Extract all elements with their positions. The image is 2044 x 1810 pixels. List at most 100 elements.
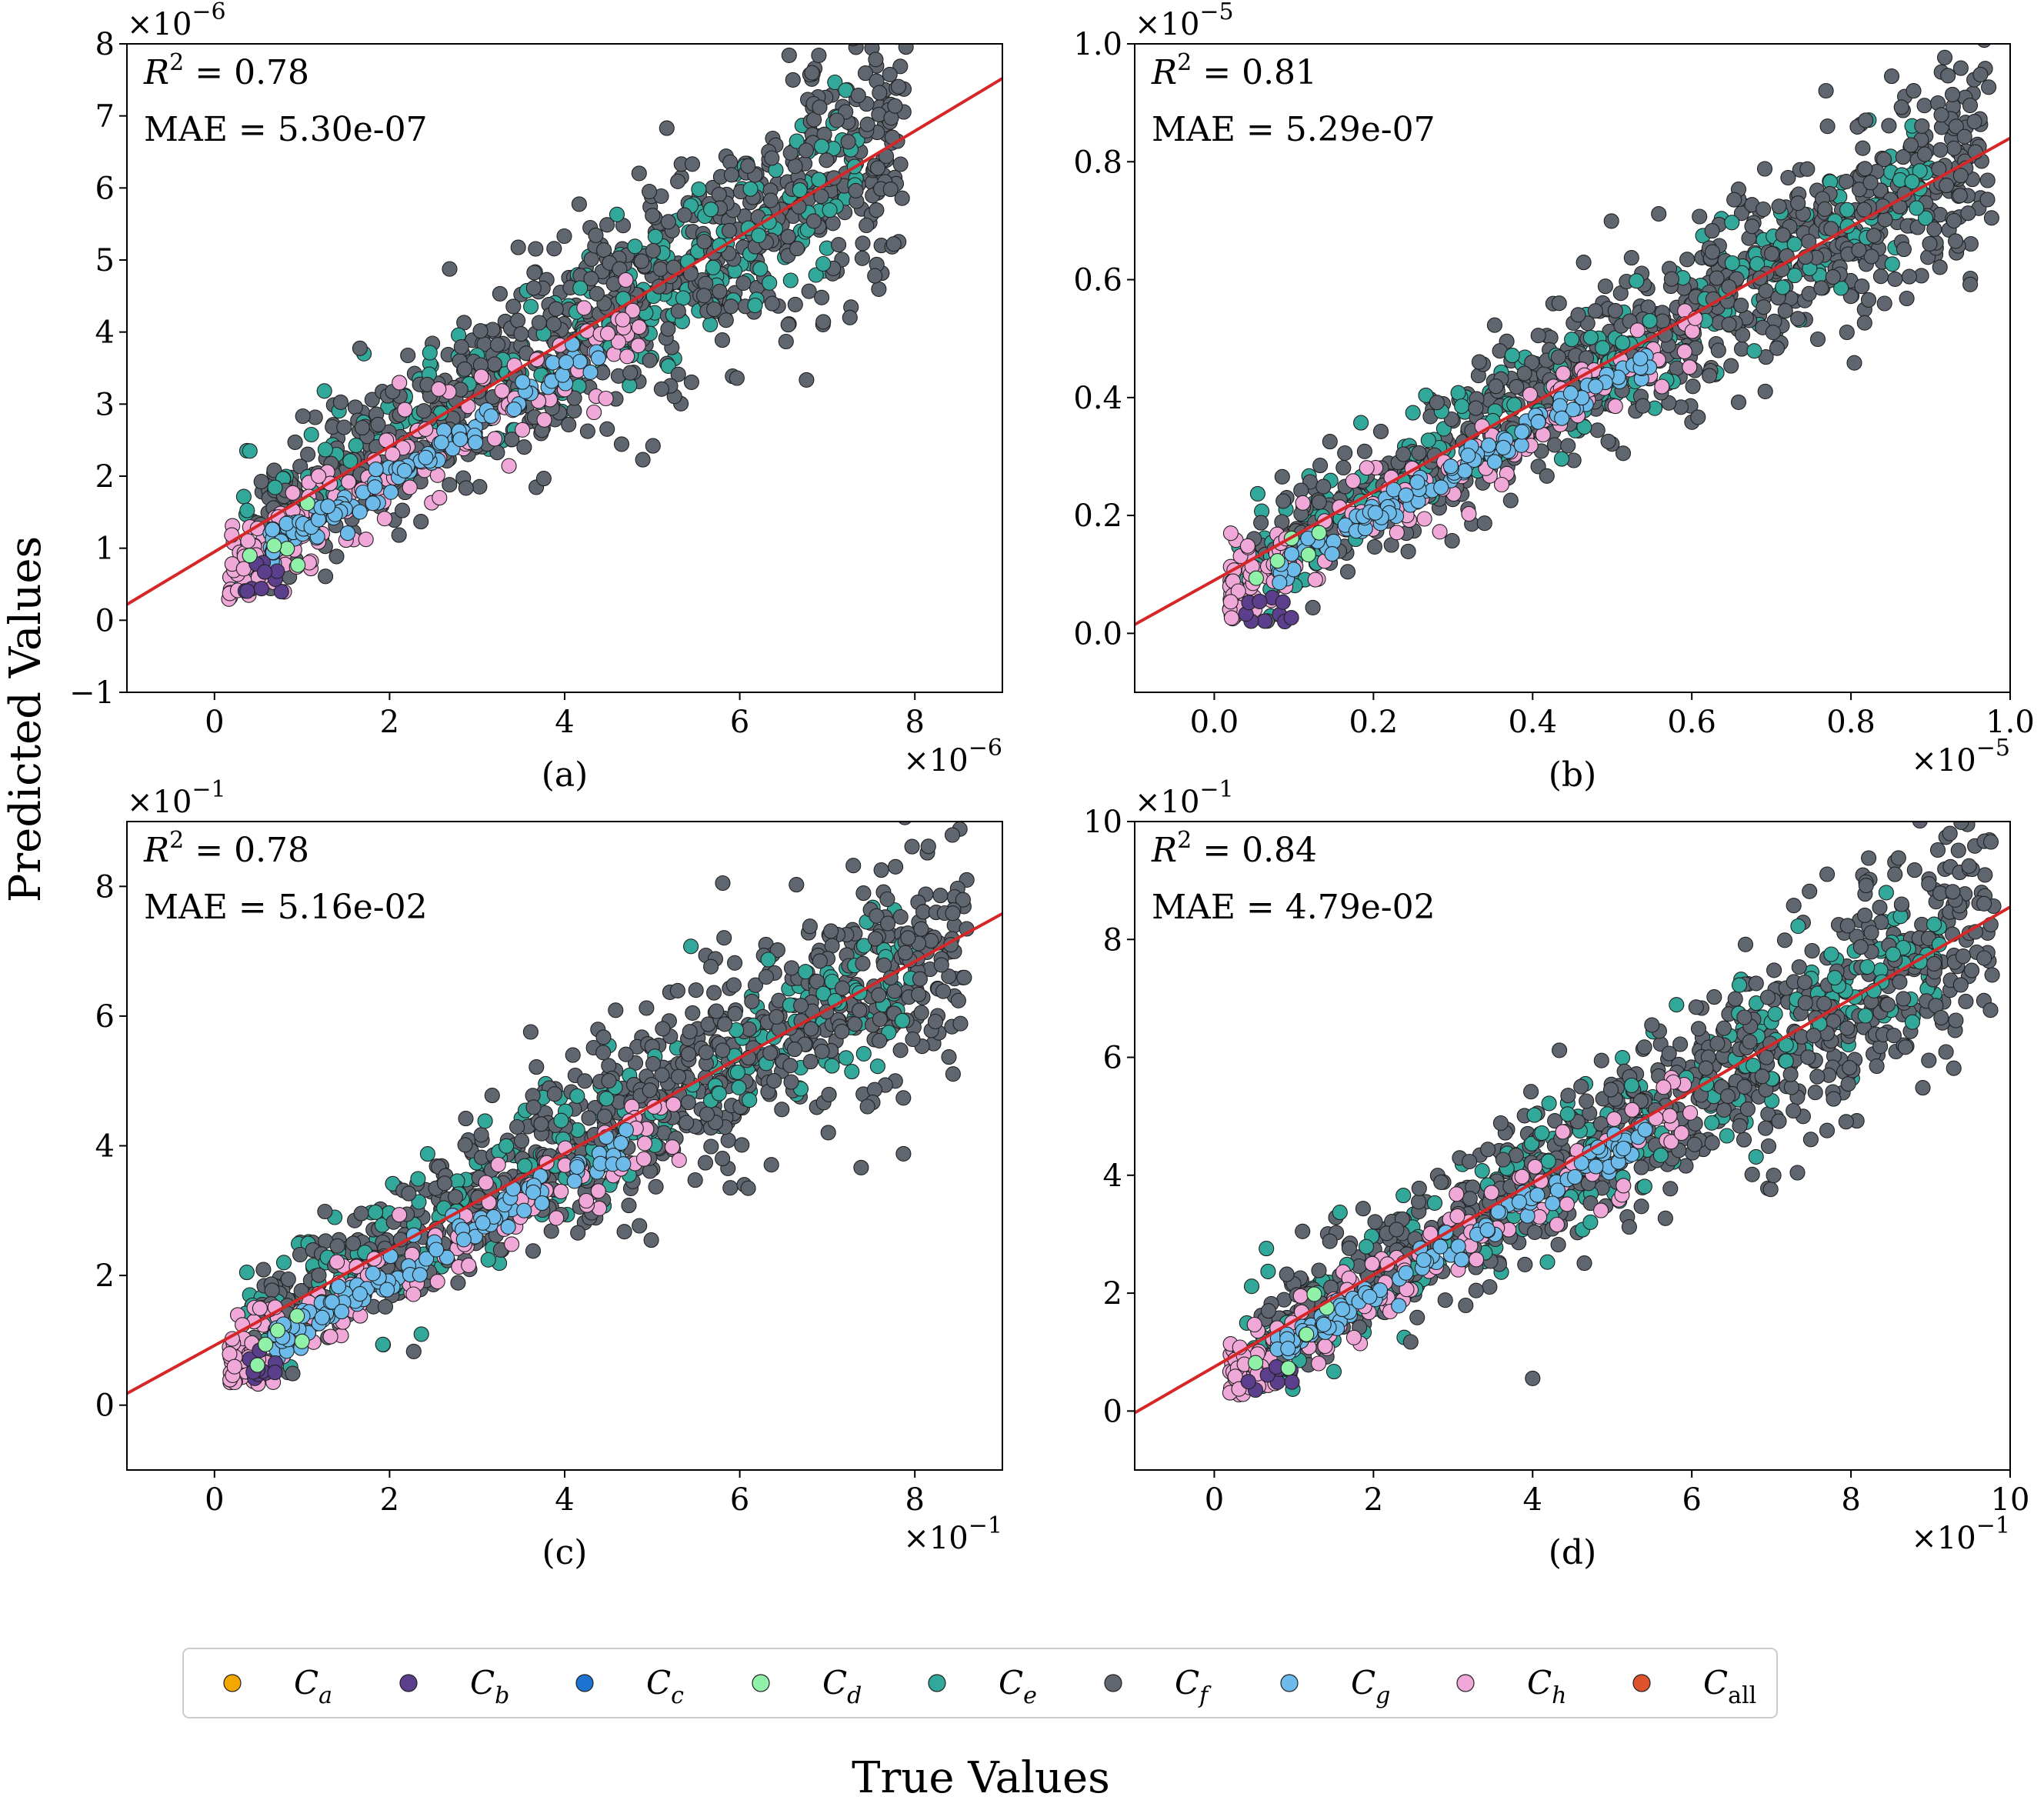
point-cf bbox=[670, 173, 686, 189]
point-cf bbox=[1756, 201, 1772, 218]
x-tick-label: 0.2 bbox=[1349, 705, 1399, 740]
point-cf bbox=[317, 1203, 333, 1220]
point-cg bbox=[1460, 447, 1476, 464]
point-cf bbox=[1856, 315, 1872, 331]
point-ce bbox=[275, 1255, 292, 1271]
point-cf bbox=[1733, 298, 1749, 314]
point-cf bbox=[1893, 896, 1909, 912]
x-offset-exponent: −6 bbox=[969, 735, 1002, 762]
point-cf bbox=[821, 1086, 837, 1102]
point-cf bbox=[716, 930, 732, 946]
point-ce bbox=[683, 938, 699, 955]
point-cf bbox=[652, 261, 669, 277]
point-ce bbox=[1541, 1095, 1557, 1112]
point-cf bbox=[1312, 458, 1329, 474]
point-cf bbox=[762, 192, 779, 208]
point-cf bbox=[872, 85, 888, 101]
point-cg bbox=[428, 1242, 445, 1258]
point-cf bbox=[522, 1024, 539, 1040]
point-cg bbox=[379, 1282, 395, 1298]
y-tick-label: 6 bbox=[95, 171, 115, 206]
point-cf bbox=[1636, 1039, 1652, 1055]
point-ce bbox=[869, 1058, 885, 1075]
point-cf bbox=[659, 120, 675, 136]
x-tick-label: 4 bbox=[555, 1482, 574, 1518]
point-cd bbox=[1248, 570, 1264, 586]
point-cf bbox=[394, 502, 411, 518]
point-cf bbox=[1305, 599, 1321, 615]
x-offset-label: ×10−5 bbox=[1911, 735, 2010, 778]
point-cf bbox=[712, 283, 728, 299]
point-cf bbox=[1623, 250, 1639, 266]
point-ch bbox=[341, 474, 357, 490]
point-cf bbox=[648, 1178, 664, 1195]
panel-b: 0.0 0.2 0.4 0.6 0.8 1.00.00.20.40.60.81.0×10−… bbox=[1073, 0, 2034, 795]
point-cf bbox=[1488, 378, 1504, 395]
point-cf bbox=[492, 285, 508, 302]
point-cf bbox=[1603, 213, 1619, 229]
point-ce bbox=[1724, 255, 1740, 272]
point-cf bbox=[1786, 898, 1802, 914]
y-offset-exponent: −5 bbox=[1199, 0, 1233, 25]
point-cd bbox=[1311, 525, 1327, 541]
point-ce bbox=[703, 202, 719, 218]
point-cf bbox=[1651, 205, 1667, 222]
point-cg bbox=[506, 402, 522, 418]
point-cf bbox=[565, 1047, 581, 1063]
point-ch bbox=[226, 1358, 242, 1375]
point-ch bbox=[432, 490, 448, 506]
point-cf bbox=[912, 971, 928, 987]
point-cf bbox=[579, 423, 595, 439]
point-cg bbox=[1367, 505, 1383, 521]
point-cf bbox=[714, 332, 731, 348]
x-tick-label: 8 bbox=[905, 705, 924, 740]
point-cf bbox=[533, 1116, 549, 1132]
point-cf bbox=[897, 945, 913, 961]
point-cf bbox=[1769, 340, 1786, 356]
point-cf bbox=[1509, 378, 1525, 395]
point-ce bbox=[792, 182, 808, 198]
point-cf bbox=[1896, 242, 1912, 258]
point-ch bbox=[1684, 323, 1700, 339]
point-cf bbox=[332, 394, 348, 410]
point-cf bbox=[820, 1125, 836, 1141]
point-cf bbox=[1855, 140, 1871, 156]
point-cf bbox=[1775, 227, 1791, 243]
point-cf bbox=[1946, 1060, 1962, 1076]
point-ch bbox=[431, 381, 447, 397]
point-cf bbox=[1253, 515, 1269, 531]
point-ce bbox=[1420, 432, 1436, 448]
point-cf bbox=[436, 1175, 453, 1192]
x-tick-label: 8 bbox=[905, 1482, 924, 1518]
point-cf bbox=[718, 312, 734, 328]
point-cf bbox=[1372, 423, 1389, 439]
point-ch bbox=[1555, 365, 1572, 382]
point-cf bbox=[1726, 192, 1742, 208]
point-cf bbox=[1813, 280, 1829, 296]
point-ce bbox=[422, 345, 438, 361]
point-cf bbox=[688, 982, 704, 998]
point-cf bbox=[631, 165, 647, 182]
point-cf bbox=[632, 1218, 648, 1234]
point-cf bbox=[1733, 341, 1750, 357]
point-ch bbox=[590, 1183, 606, 1199]
point-cf bbox=[1517, 1256, 1533, 1272]
point-ce bbox=[316, 383, 332, 399]
point-ce bbox=[1786, 236, 1802, 252]
point-cf bbox=[645, 438, 661, 454]
point-cf bbox=[951, 805, 965, 819]
point-cf bbox=[727, 1005, 743, 1022]
point-ce bbox=[855, 1045, 872, 1062]
point-ce bbox=[844, 1064, 860, 1080]
point-ch bbox=[1522, 386, 1539, 402]
point-cf bbox=[583, 251, 599, 267]
point-ce bbox=[815, 255, 832, 272]
point-cf bbox=[1516, 365, 1532, 382]
point-ch bbox=[636, 1135, 653, 1152]
point-cf bbox=[566, 390, 582, 406]
point-ch bbox=[501, 458, 517, 474]
point-cf bbox=[660, 214, 676, 230]
point-cf bbox=[904, 838, 920, 855]
y-tick-label: 3 bbox=[95, 387, 115, 422]
point-cb bbox=[1275, 594, 1291, 610]
